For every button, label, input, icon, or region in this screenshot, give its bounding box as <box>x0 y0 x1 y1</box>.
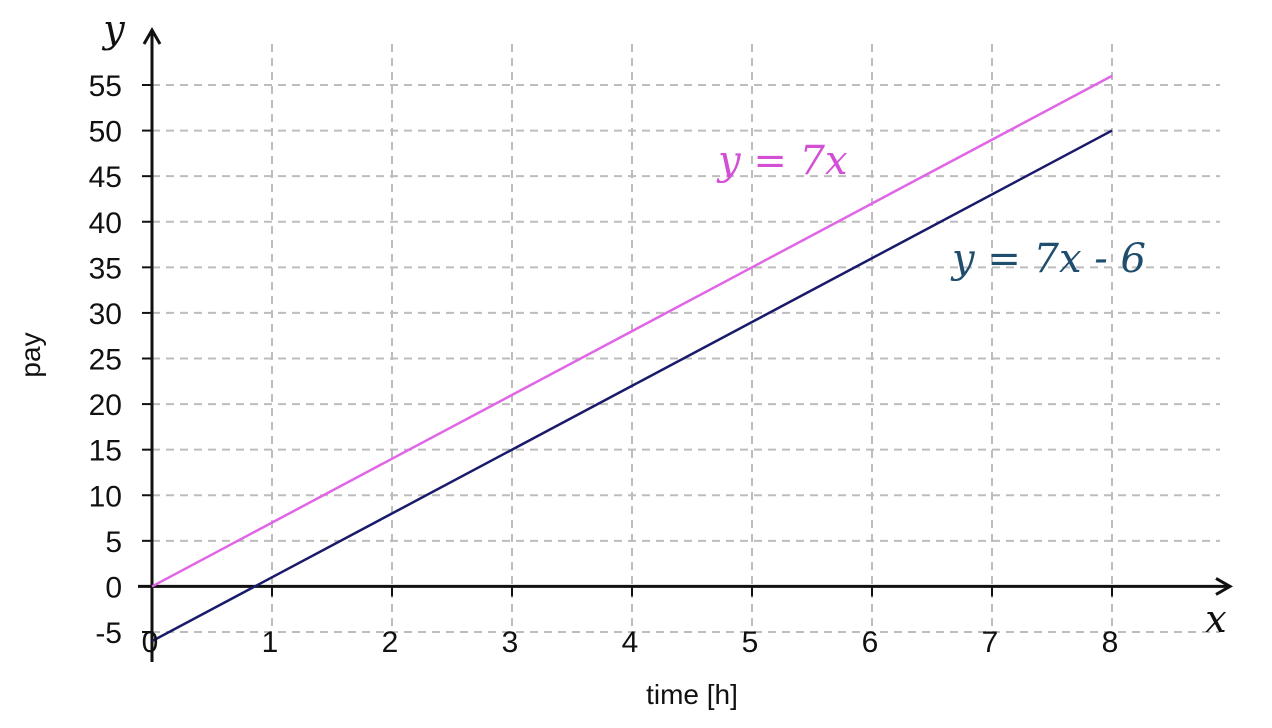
x-axis-arrow <box>1215 577 1234 596</box>
y-tick-label: 0 <box>105 571 122 604</box>
series-line-0 <box>151 74 1113 588</box>
y-tick-label: 35 <box>89 252 122 285</box>
x-tick-label: 2 <box>382 626 399 659</box>
x-tick-label: 3 <box>502 626 519 659</box>
series-line-1 <box>151 129 1113 643</box>
y-tick-label: 45 <box>89 161 122 194</box>
grid <box>152 44 1220 633</box>
y-axis-title: pay <box>15 332 46 377</box>
x-tick-label: 4 <box>622 626 639 659</box>
x-tick-label: 6 <box>862 626 879 659</box>
x-tick-label: 8 <box>1102 626 1119 659</box>
y-tick-label: 50 <box>89 116 122 149</box>
y-tick-label: 40 <box>89 207 122 240</box>
series <box>151 74 1113 643</box>
y-tick-label: 5 <box>105 526 122 559</box>
series-label-y-7x: y = 7x <box>716 138 848 184</box>
y-axis-arrow <box>142 26 162 45</box>
y-tick-label: 20 <box>89 389 122 422</box>
x-axis-variable: x <box>1205 597 1226 641</box>
y-tick-label: -5 <box>95 617 122 650</box>
y-tick-label: 55 <box>89 70 122 103</box>
x-tick-label: 1 <box>262 626 279 659</box>
series-label-y-7x-minus-6: y = 7x - 6 <box>950 236 1146 282</box>
y-tick-label: 30 <box>89 298 122 331</box>
y-tick-label: 25 <box>89 344 122 377</box>
x-tick-label: 0 <box>142 626 159 659</box>
y-tick-label: 10 <box>89 480 122 513</box>
axes <box>138 26 1234 662</box>
x-tick-label: 5 <box>742 626 759 659</box>
y-tick-label: 15 <box>89 435 122 468</box>
x-tick-label: 7 <box>982 626 999 659</box>
y-axis-variable: y <box>101 7 125 51</box>
x-axis-title: time [h] <box>646 679 738 710</box>
